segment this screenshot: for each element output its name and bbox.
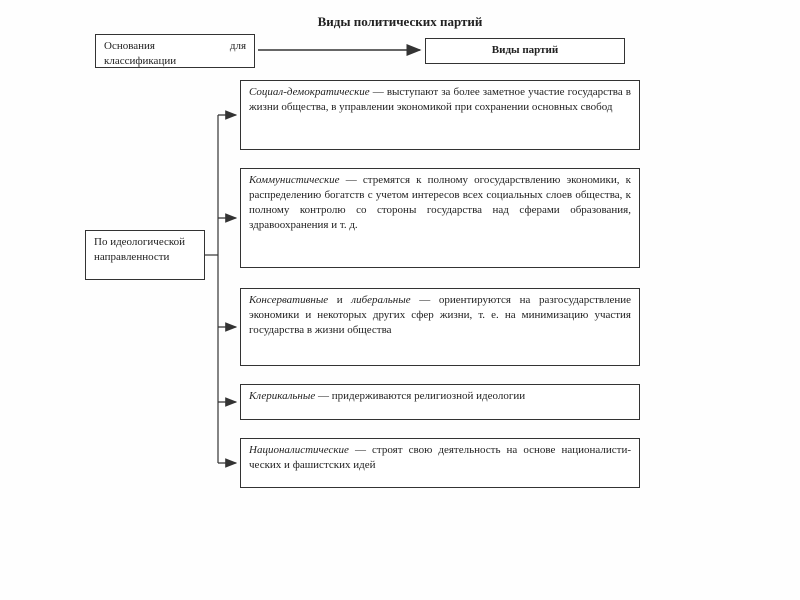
party-type-item: Клерикальные — придерживаются ре­лигиозн… <box>240 384 640 420</box>
party-term: Клерикальные <box>249 390 315 402</box>
party-sep: — <box>315 390 332 402</box>
party-types-box: Виды партий <box>425 38 625 64</box>
party-term: Социал-демократические <box>249 86 370 98</box>
classification-basis-label: Основания для классификации <box>104 40 246 67</box>
party-type-item: Социал-демократические — выступа­ют за б… <box>240 80 640 150</box>
diagram-title: Виды политических партий <box>0 14 800 30</box>
party-sep: — <box>349 444 372 456</box>
party-term: Националистические <box>249 444 349 456</box>
classification-basis-box: Основания для классификации <box>95 34 255 68</box>
party-sep: — <box>340 174 363 186</box>
party-type-item: Консервативные и либеральные — ориентиру… <box>240 288 640 366</box>
party-sep: — <box>370 86 387 98</box>
criterion-box: По идеологи­ческой на­правленности <box>85 230 205 280</box>
party-types-label: Виды партий <box>492 44 558 56</box>
party-type-item: Националистические — строят свою деятель… <box>240 438 640 488</box>
party-type-item: Коммунистические — стремятся к полному о… <box>240 168 640 268</box>
party-term: Консервативные <box>249 294 328 306</box>
party-desc: придерживаются ре­лигиозной идеологии <box>332 390 525 402</box>
criterion-label: По идеологи­ческой на­правленности <box>94 236 185 263</box>
party-sep: и <box>328 294 351 306</box>
party-sep2: — <box>411 294 439 306</box>
party-term2: либеральные <box>351 294 410 306</box>
party-term: Коммунистические <box>249 174 340 186</box>
